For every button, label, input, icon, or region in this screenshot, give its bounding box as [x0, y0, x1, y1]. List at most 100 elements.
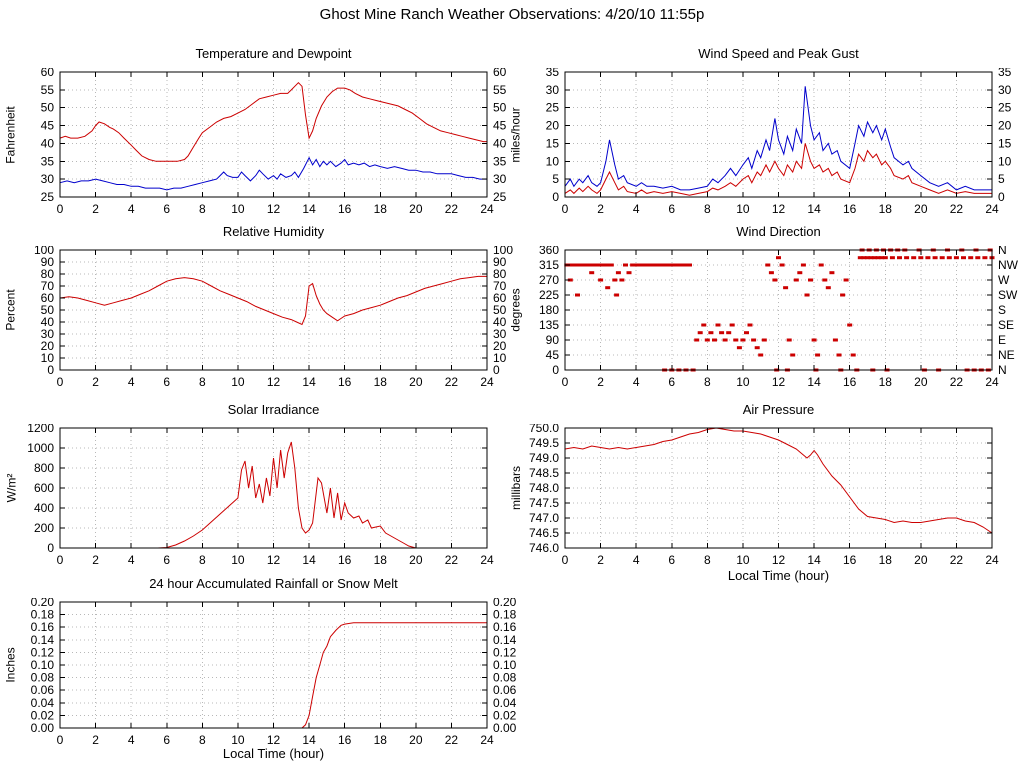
- svg-text:16: 16: [338, 553, 352, 567]
- svg-text:8: 8: [199, 202, 206, 216]
- svg-text:15: 15: [998, 136, 1012, 150]
- svg-text:2: 2: [92, 375, 99, 389]
- svg-text:0.20: 0.20: [31, 598, 55, 609]
- svg-text:35: 35: [998, 68, 1012, 79]
- svg-text:N: N: [998, 363, 1007, 377]
- chart-title: 24 hour Accumulated Rainfall or Snow Mel…: [149, 576, 398, 591]
- svg-text:20: 20: [409, 733, 423, 747]
- svg-text:749.0: 749.0: [529, 451, 559, 465]
- svg-text:30: 30: [493, 172, 507, 186]
- svg-text:NE: NE: [998, 348, 1015, 362]
- svg-text:10: 10: [231, 733, 245, 747]
- svg-text:0: 0: [998, 190, 1005, 204]
- svg-text:270: 270: [539, 273, 559, 287]
- svg-text:25: 25: [41, 190, 55, 204]
- svg-text:0.10: 0.10: [31, 658, 55, 672]
- svg-text:20: 20: [914, 202, 928, 216]
- svg-text:315: 315: [539, 258, 559, 272]
- svg-text:0: 0: [552, 190, 559, 204]
- svg-text:22: 22: [950, 202, 964, 216]
- svg-text:24: 24: [985, 375, 999, 389]
- svg-text:4: 4: [128, 553, 135, 567]
- svg-text:0.16: 0.16: [493, 620, 517, 634]
- svg-text:400: 400: [34, 501, 54, 515]
- svg-text:14: 14: [807, 375, 821, 389]
- svg-text:4: 4: [128, 733, 135, 747]
- svg-text:8: 8: [199, 733, 206, 747]
- svg-text:10: 10: [231, 553, 245, 567]
- svg-text:12: 12: [267, 733, 281, 747]
- svg-text:0.02: 0.02: [493, 708, 517, 722]
- svg-text:20: 20: [998, 119, 1012, 133]
- svg-text:SW: SW: [998, 288, 1018, 302]
- chart-title: Air Pressure: [742, 402, 815, 417]
- svg-text:35: 35: [546, 68, 560, 79]
- svg-text:18: 18: [374, 375, 388, 389]
- svg-text:5: 5: [998, 172, 1005, 186]
- svg-text:18: 18: [879, 202, 893, 216]
- x-axis-label: Local Time (hour): [727, 568, 830, 583]
- chart-title: Wind Speed and Peak Gust: [698, 46, 859, 61]
- svg-text:750.0: 750.0: [529, 424, 559, 435]
- x-axis-label: Local Time (hour): [222, 746, 325, 761]
- svg-text:135: 135: [539, 318, 559, 332]
- svg-text:N: N: [998, 246, 1007, 257]
- svg-text:747.5: 747.5: [529, 496, 559, 510]
- svg-text:748.0: 748.0: [529, 481, 559, 495]
- svg-text:70: 70: [493, 279, 507, 293]
- svg-text:0: 0: [552, 363, 559, 377]
- svg-text:18: 18: [374, 733, 388, 747]
- svg-text:16: 16: [338, 375, 352, 389]
- svg-text:4: 4: [633, 553, 640, 567]
- svg-text:0.04: 0.04: [493, 696, 517, 710]
- svg-text:0.16: 0.16: [31, 620, 55, 634]
- svg-text:0: 0: [562, 375, 569, 389]
- svg-text:0: 0: [47, 363, 54, 377]
- svg-text:10: 10: [546, 154, 560, 168]
- svg-text:748.5: 748.5: [529, 466, 559, 480]
- svg-text:80: 80: [493, 267, 507, 281]
- svg-text:4: 4: [633, 375, 640, 389]
- plot-area: 0 2 4 6 8 10 12 14 16 18 20 22 24 0 0 5 5 10 10 15 15 20 20 25 2…: [505, 65, 1024, 224]
- svg-text:20: 20: [493, 339, 507, 353]
- svg-text:0: 0: [493, 363, 500, 377]
- plot-area: 0 2 4 6 8 10 12 14 16 18 20 22 24 0.00 0.00 0.02 0.02 0.0…: [0, 595, 540, 755]
- svg-text:6: 6: [668, 553, 675, 567]
- svg-text:4: 4: [128, 202, 135, 216]
- svg-text:746.0: 746.0: [529, 541, 559, 555]
- svg-text:50: 50: [493, 303, 507, 317]
- svg-text:E: E: [998, 333, 1006, 347]
- svg-text:60: 60: [41, 291, 55, 305]
- svg-text:8: 8: [199, 375, 206, 389]
- svg-text:90: 90: [493, 255, 507, 269]
- svg-text:0: 0: [562, 202, 569, 216]
- svg-text:20: 20: [546, 119, 560, 133]
- svg-text:45: 45: [546, 348, 560, 362]
- svg-text:40: 40: [41, 315, 55, 329]
- svg-text:70: 70: [41, 279, 55, 293]
- svg-text:0.06: 0.06: [31, 683, 55, 697]
- svg-text:0.10: 0.10: [493, 658, 517, 672]
- svg-text:10: 10: [231, 375, 245, 389]
- svg-text:16: 16: [338, 202, 352, 216]
- plot-area: 0 2 4 6 8 10 12 14 16 18 20 22 24 0 0 10 10 20 20 30 30 40 40 5…: [0, 243, 540, 397]
- svg-text:24: 24: [985, 553, 999, 567]
- svg-text:12: 12: [267, 202, 281, 216]
- svg-text:10: 10: [736, 553, 750, 567]
- svg-text:0.14: 0.14: [31, 633, 55, 647]
- svg-text:20: 20: [914, 375, 928, 389]
- svg-text:12: 12: [772, 202, 786, 216]
- svg-text:10: 10: [736, 375, 750, 389]
- svg-text:16: 16: [843, 553, 857, 567]
- svg-text:18: 18: [374, 553, 388, 567]
- svg-text:22: 22: [950, 375, 964, 389]
- svg-text:20: 20: [41, 339, 55, 353]
- svg-text:20: 20: [409, 375, 423, 389]
- svg-text:5: 5: [552, 172, 559, 186]
- svg-text:4: 4: [633, 202, 640, 216]
- svg-text:60: 60: [493, 68, 507, 79]
- svg-text:24: 24: [985, 202, 999, 216]
- svg-text:6: 6: [668, 202, 675, 216]
- chart-air-pressure: Air Pressure millibars 0 2 4 6 8 10 12 14 16 18 20…: [505, 400, 1024, 592]
- svg-text:10: 10: [736, 202, 750, 216]
